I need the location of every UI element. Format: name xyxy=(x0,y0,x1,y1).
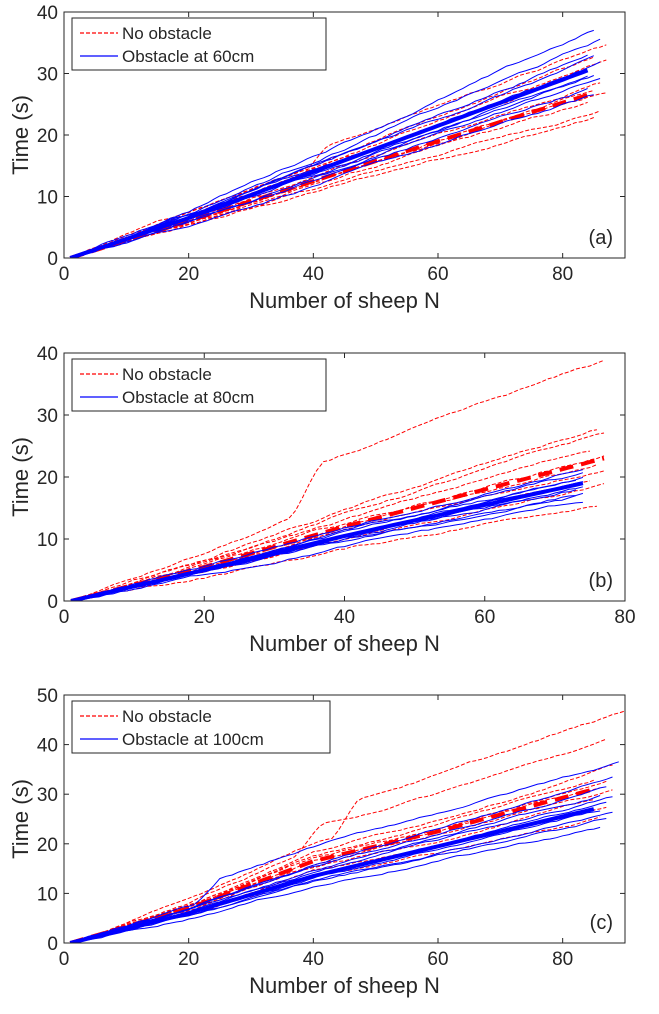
y-tick-label: 10 xyxy=(37,188,58,209)
run-line xyxy=(70,94,594,258)
y-tick-label: 20 xyxy=(37,468,58,489)
x-tick-label: 0 xyxy=(59,949,70,970)
x-tick-label: 20 xyxy=(178,949,199,970)
run-line xyxy=(70,29,594,258)
y-tick-label: 40 xyxy=(37,736,58,757)
x-tick-label: 60 xyxy=(474,607,495,628)
panel-c: 0 20 40 60 80 0 10 20 30 40 50 Number of sheep N Tim… xyxy=(8,686,626,998)
x-tick-label: 20 xyxy=(178,264,199,285)
series-obstacle xyxy=(70,469,584,601)
panel-label: (b) xyxy=(589,570,613,592)
axes-box xyxy=(63,694,626,944)
mean-line xyxy=(69,807,595,943)
x-axis-label: Number of sheep N xyxy=(249,288,440,313)
run-line xyxy=(70,761,619,943)
y-tick-label: 0 xyxy=(47,249,58,270)
legend-entry: No obstacle xyxy=(122,365,212,384)
panel-a: 0 20 40 60 80 0 10 20 30 40 Number of sheep N Time … xyxy=(8,3,626,313)
y-tick-label: 20 xyxy=(37,126,58,147)
legend-entry: Obstacle at 100cm xyxy=(122,730,264,749)
y-tick-label: 50 xyxy=(37,686,58,707)
x-tick-label: 60 xyxy=(427,264,448,285)
x-tick-label: 80 xyxy=(614,607,635,628)
legend-box xyxy=(71,358,327,412)
mean-line xyxy=(69,787,595,943)
x-tick-label: 60 xyxy=(427,949,448,970)
legend-entry: No obstacle xyxy=(122,24,212,43)
mean-line xyxy=(69,68,589,258)
run-line xyxy=(70,359,605,601)
y-tick-label: 10 xyxy=(37,530,58,551)
panel-label: (a) xyxy=(589,227,613,249)
legend-box xyxy=(71,700,331,754)
legend-box xyxy=(71,17,327,71)
run-line xyxy=(70,78,601,258)
x-tick-label: 40 xyxy=(303,264,324,285)
x-tick-label: 40 xyxy=(334,607,355,628)
panel-b: 0 20 40 60 80 0 10 20 30 40 Number of sheep N Time … xyxy=(8,344,636,656)
series-lines xyxy=(70,359,605,601)
legend-entry: No obstacle xyxy=(122,707,212,726)
run-line xyxy=(70,44,607,258)
y-tick-label: 0 xyxy=(47,934,58,955)
run-line xyxy=(70,826,601,943)
y-tick-label: 20 xyxy=(37,835,58,856)
y-tick-label: 10 xyxy=(37,884,58,905)
legend: No obstacle Obstacle at 60cm xyxy=(71,17,327,71)
run-line xyxy=(70,776,613,943)
run-line xyxy=(70,55,594,258)
series-lines xyxy=(69,710,625,943)
run-line xyxy=(70,710,625,943)
run-line xyxy=(70,450,590,601)
mean-line xyxy=(70,481,584,601)
y-tick-label: 30 xyxy=(37,406,58,427)
y-tick-label: 40 xyxy=(37,344,58,365)
series-lines xyxy=(69,29,607,258)
y-tick-label: 0 xyxy=(47,592,58,613)
series-obstacle xyxy=(69,29,601,258)
series-obstacle xyxy=(69,761,619,943)
run-line xyxy=(70,738,607,943)
x-axis-label: Number of sheep N xyxy=(249,973,440,998)
x-tick-label: 20 xyxy=(194,607,215,628)
y-tick-label: 40 xyxy=(37,3,58,24)
x-tick-label: 80 xyxy=(552,949,573,970)
legend: No obstacle Obstacle at 80cm xyxy=(71,358,327,412)
x-tick-label: 0 xyxy=(59,607,70,628)
x-tick-label: 80 xyxy=(552,264,573,285)
x-tick-label: 40 xyxy=(303,949,324,970)
panel-label: (c) xyxy=(590,912,613,934)
run-line xyxy=(70,501,583,601)
legend-entry: Obstacle at 60cm xyxy=(122,47,254,66)
y-axis-label: Time (s) xyxy=(8,95,33,175)
y-axis-label: Time (s) xyxy=(8,779,33,859)
run-line xyxy=(70,429,597,601)
run-line xyxy=(70,764,613,943)
run-line xyxy=(70,469,584,601)
run-line xyxy=(70,505,597,601)
run-line xyxy=(70,88,588,258)
y-tick-label: 30 xyxy=(37,65,58,86)
legend: No obstacle Obstacle at 100cm xyxy=(71,700,331,754)
legend-entry: Obstacle at 80cm xyxy=(122,388,254,407)
x-tick-label: 0 xyxy=(59,264,70,285)
x-axis-label: Number of sheep N xyxy=(249,631,440,656)
y-tick-label: 30 xyxy=(37,785,58,806)
y-axis-label: Time (s) xyxy=(8,437,33,517)
